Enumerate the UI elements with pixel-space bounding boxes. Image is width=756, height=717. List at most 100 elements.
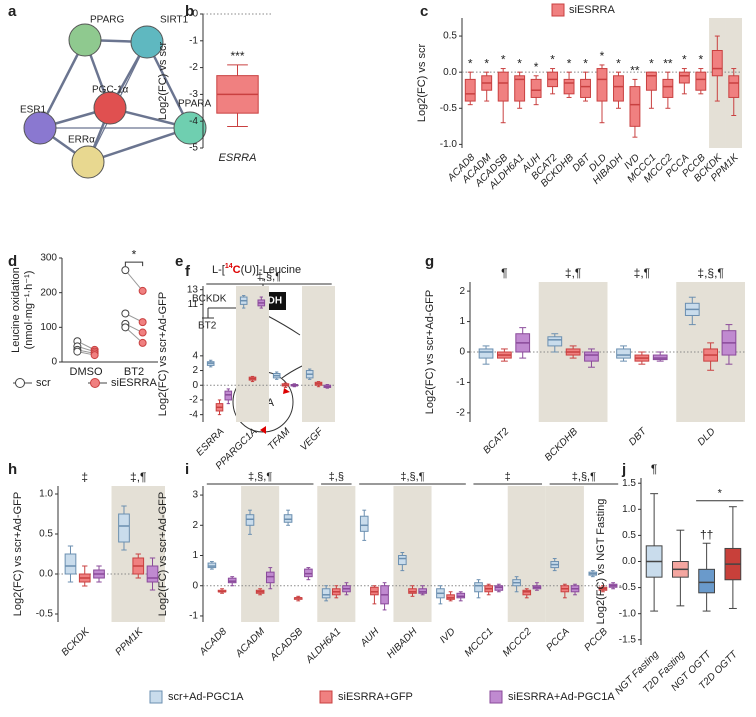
x-tick-label: PCCB (583, 626, 611, 654)
network-diagram: a PPARG SIRT1 PGC-1α ESR1 ERRα PPARA (8, 3, 211, 179)
y-tick-label: 2 (192, 365, 198, 376)
y-tick-label: -4 (189, 409, 198, 420)
data-point (90, 351, 99, 360)
bracket (124, 261, 144, 267)
box (711, 50, 723, 77)
box (478, 348, 494, 359)
box (563, 78, 575, 95)
x-tick-label: BCKDHB (543, 426, 580, 463)
box (616, 348, 631, 359)
y-tick-label: 1 (192, 550, 198, 561)
legend-swatch (149, 690, 163, 704)
data-point (121, 323, 130, 332)
y-tick-label: 1.5 (622, 478, 636, 489)
x-tick-label: ACAD8 (197, 626, 229, 658)
y-axis-label: Log2(FC) vs scr (416, 44, 428, 123)
data-point (73, 347, 82, 356)
y-tick-label: -1.0 (440, 139, 458, 150)
x-tick-label: VEGF (298, 426, 326, 454)
y-tick-label: -0.5 (36, 609, 54, 620)
shade-band (241, 486, 280, 622)
box (408, 588, 417, 594)
box (698, 568, 715, 594)
annotation: * (682, 53, 687, 67)
inhibitor: BT2 (198, 321, 217, 332)
y-tick-label: 13 (187, 284, 199, 295)
x-tick-label: ALDH6A1 (303, 626, 343, 666)
annotation: ¶ (501, 266, 507, 280)
legend-label: siESRRA+GFP (338, 691, 413, 703)
y-tick-label: 0 (459, 347, 465, 358)
annotation: * (484, 56, 489, 70)
box (446, 594, 455, 600)
data-point (121, 309, 130, 318)
box (398, 555, 407, 566)
shade-band (302, 286, 335, 422)
y-tick-label: -2 (189, 62, 198, 73)
group-label: ‡,§,¶ (400, 471, 424, 483)
y-tick-label: -1.5 (619, 634, 637, 645)
box (474, 582, 483, 593)
chart-panel: d 0 100 200 300 Leucine oxidation (nmol·mg⁻¹·h… (8, 247, 158, 389)
annotation: * (567, 56, 572, 70)
chart-panel: b -5 -4 -3 -2 -1 0 Log2(FC) vs scr ESRRA *** (157, 3, 272, 164)
group-label: ‡,§,¶ (257, 271, 281, 283)
box (497, 71, 509, 102)
y-tick-label: 4 (192, 350, 198, 361)
y-tick-label: -2 (189, 395, 198, 406)
box (118, 513, 130, 543)
panel-letter: g (425, 253, 434, 270)
legend-swatch (551, 3, 565, 17)
y-axis-label: Leucine oxidation (10, 267, 22, 353)
group-label: ‡,§,¶ (248, 471, 272, 483)
x-tick-label: AUH (358, 626, 382, 650)
x-tick-label: BT2 (124, 366, 144, 378)
shade-band (507, 486, 546, 622)
y-axis-label: Log2(FC) vs scr+Ad-GFP (424, 290, 436, 414)
panel-letter: f (185, 263, 191, 280)
annotation: ‡,§,¶ (697, 266, 723, 280)
box (464, 78, 476, 102)
legend-label: scr (36, 377, 51, 389)
chart-panel: h -0.5 0.0 0.5 1.0 Log2(FC) vs scr+Ad-GFP BCKD… (8, 461, 165, 658)
node-label: ESR1 (20, 105, 47, 116)
box (662, 78, 674, 98)
box (530, 78, 542, 98)
panel-letter: a (8, 3, 17, 20)
x-tick-label: MCCC2 (501, 626, 534, 659)
y-axis-label: Log2(FC) vs scr (157, 42, 169, 121)
x-tick-label: DBT (627, 426, 650, 449)
annotation: * (468, 56, 473, 70)
x-tick-label: MCCC1 (463, 626, 496, 659)
panel-letter: i (185, 461, 189, 478)
group-label: ‡,§ (329, 471, 344, 483)
annotation: * (534, 60, 539, 74)
legend-label: siESRRA+Ad-PGC1A (508, 691, 615, 703)
y-tick-label: 1.0 (39, 489, 53, 500)
annotation: * (550, 53, 555, 67)
box (321, 588, 331, 599)
y-tick-label: 0.5 (39, 529, 53, 540)
x-tick-label: ESRRA (219, 152, 257, 164)
group-label: ‡,§,¶ (572, 471, 596, 483)
box (629, 86, 641, 127)
shade-band (393, 486, 432, 622)
box (613, 75, 624, 102)
box (514, 75, 526, 102)
legend-marker (90, 378, 100, 388)
node-label: SIRT1 (160, 15, 189, 26)
chart-panel: g -2 -1 0 1 2 Log2(FC) vs scr+Ad-GFP BCAT2 BCKDH… (424, 253, 745, 463)
y-tick-label: 100 (40, 322, 57, 333)
box (227, 577, 237, 584)
shade-band (317, 486, 356, 622)
y-axis-label: (nmol·mg⁻¹·h⁻¹) (23, 271, 35, 350)
x-tick-label: PCCA (544, 626, 572, 654)
y-tick-label: 0.0 (622, 556, 636, 567)
box (728, 75, 740, 98)
y-tick-label: 11 (188, 299, 199, 310)
x-tick-label: ESRRA (194, 426, 226, 458)
box (304, 568, 313, 578)
